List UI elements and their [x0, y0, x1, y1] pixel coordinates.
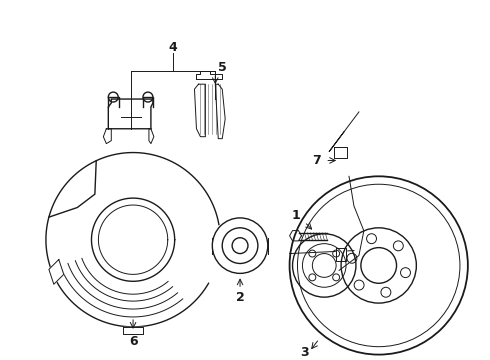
Polygon shape	[123, 327, 143, 334]
Polygon shape	[336, 248, 346, 261]
Polygon shape	[149, 129, 154, 144]
Polygon shape	[108, 99, 153, 129]
Text: 3: 3	[300, 346, 309, 359]
Text: 2: 2	[236, 291, 245, 303]
Text: 5: 5	[218, 61, 226, 74]
Polygon shape	[215, 84, 225, 139]
Text: 6: 6	[129, 335, 137, 348]
Text: 7: 7	[312, 154, 320, 167]
Polygon shape	[334, 147, 347, 158]
Polygon shape	[195, 84, 205, 137]
Polygon shape	[103, 129, 111, 144]
Polygon shape	[49, 260, 64, 284]
Text: 4: 4	[169, 41, 177, 54]
Text: 1: 1	[291, 210, 300, 222]
Polygon shape	[196, 71, 222, 79]
